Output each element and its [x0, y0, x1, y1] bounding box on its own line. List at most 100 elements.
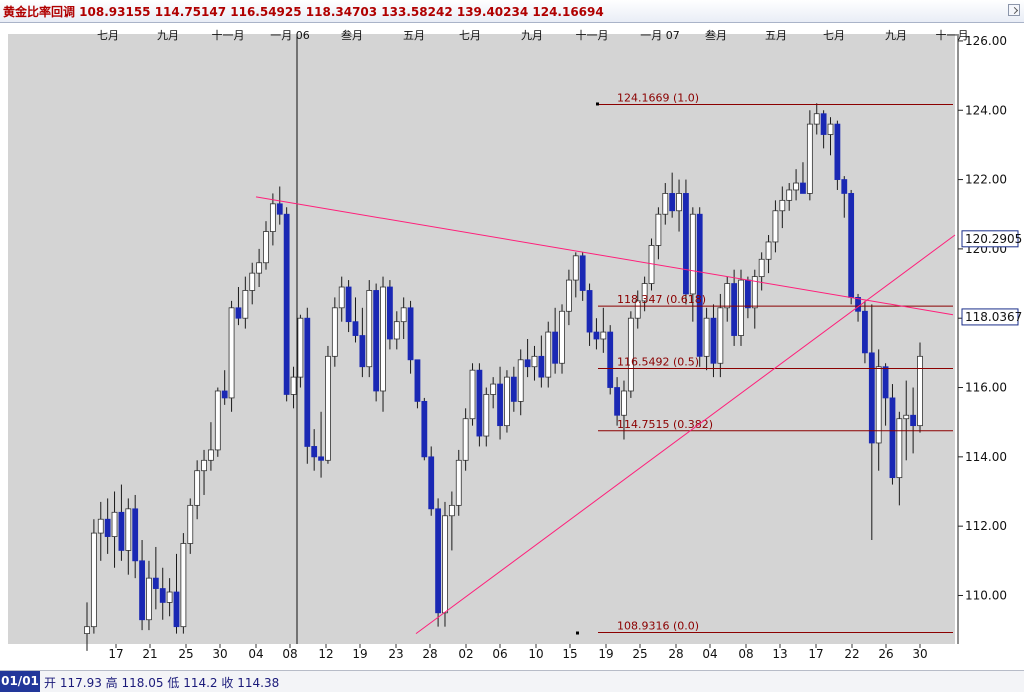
high-value: 118.05 — [121, 676, 164, 690]
x-day-label: 08 — [738, 647, 753, 661]
candle-up — [779, 199, 786, 212]
candle-down — [132, 508, 139, 562]
candle-up — [751, 276, 758, 309]
candle-up — [627, 317, 634, 392]
chart-title-bar: 黄金比率回调 108.93155 114.75147 116.54925 118… — [0, 0, 1024, 23]
x-month-label: 九月 — [157, 29, 179, 42]
candle-up — [297, 317, 304, 378]
x-day-label: 13 — [772, 647, 787, 661]
x-month-label: 叁月 — [705, 28, 727, 42]
candle-up — [724, 283, 731, 309]
candle-up — [504, 376, 510, 427]
candle-down — [387, 286, 393, 340]
x-day-label: 21 — [142, 647, 157, 661]
x-day-label: 25 — [178, 647, 193, 661]
candle-down — [352, 321, 359, 336]
value-box-label: 118.0367 — [965, 310, 1022, 324]
candle-down — [586, 290, 593, 333]
candlestick-chart[interactable]: 126.00124.00122.00120.00118.00116.00114.… — [0, 22, 1024, 670]
x-day-label: 28 — [668, 647, 683, 661]
period-tab[interactable]: 01/01 — [0, 671, 40, 692]
candle-up — [462, 418, 469, 461]
x-day-label: 30 — [212, 647, 227, 661]
x-month-label: 九月 — [521, 29, 543, 42]
candle-up — [875, 366, 882, 444]
candle-up — [483, 394, 490, 437]
candle-down — [820, 113, 827, 135]
candle-up — [194, 470, 201, 506]
candle-down — [744, 279, 751, 309]
candle-up — [572, 255, 579, 281]
candle-up — [366, 290, 373, 368]
candle-up — [455, 459, 462, 506]
x-day-label: 12 — [318, 647, 333, 661]
x-month-label: 十一月 — [576, 28, 609, 42]
candle-up — [559, 310, 565, 364]
candle-up — [703, 317, 710, 357]
candle-down — [889, 397, 896, 479]
x-month-label: 叁月 — [341, 28, 363, 42]
candle-up — [765, 241, 772, 260]
candle-down — [731, 283, 738, 336]
candle-up — [214, 390, 221, 451]
candle-down — [118, 511, 125, 551]
candle-up — [827, 123, 834, 135]
candle-down — [139, 560, 145, 621]
candle-up — [325, 355, 331, 461]
candle-up — [448, 504, 455, 517]
candle-up — [180, 543, 187, 628]
candle-down — [910, 414, 917, 427]
candle-down — [800, 182, 806, 194]
x-day-label: 02 — [458, 647, 473, 661]
fib-anchor-marker — [576, 631, 579, 635]
candle-up — [600, 331, 607, 340]
ohlc-readout: 开 117.93 高 118.05 低 114.2 收 114.38 — [44, 674, 279, 691]
x-day-label: 23 — [388, 647, 403, 661]
status-bar: 01/01 开 117.93 高 118.05 低 114.2 收 114.38 — [0, 670, 1024, 692]
low-label: 低 — [167, 676, 180, 690]
candle-up — [146, 577, 152, 621]
candle-down — [173, 591, 180, 628]
trend-line-resistance — [255, 196, 954, 316]
candle-up — [793, 182, 799, 191]
candle-up — [469, 369, 476, 420]
candle-up — [90, 532, 97, 628]
x-day-label: 15 — [562, 647, 577, 661]
candle-up — [84, 626, 90, 635]
value-box — [961, 230, 1019, 248]
x-day-label: 08 — [282, 647, 297, 661]
x-day-label: 17 — [808, 647, 823, 661]
candle-down — [710, 317, 717, 364]
candle-down — [311, 446, 318, 458]
close-value: 114.38 — [237, 676, 280, 690]
open-label: 开 — [44, 676, 57, 690]
chart-title: 黄金比率回调 108.93155 114.75147 116.54925 118… — [3, 5, 604, 19]
candle-up — [531, 355, 538, 368]
candle-up — [380, 286, 386, 392]
candle-up — [903, 414, 910, 420]
candle-up — [111, 511, 118, 537]
x-month-label: 五月 — [765, 29, 787, 42]
x-month-label: 五月 — [403, 29, 425, 42]
candle-down — [683, 193, 689, 295]
y-tick-label: 116.00 — [965, 381, 1007, 395]
fib-anchor-marker — [596, 102, 599, 106]
candle-down — [882, 366, 889, 399]
candle-down — [552, 331, 559, 364]
candle-down — [476, 369, 483, 437]
candle-up — [662, 193, 669, 215]
x-day-label: 17 — [108, 647, 123, 661]
y-tick-label: 124.00 — [965, 103, 1007, 117]
fib-level-label: 108.9316 (0.0) — [617, 620, 699, 633]
candle-up — [917, 355, 923, 427]
candle-up — [634, 300, 641, 319]
candle-up — [772, 210, 779, 243]
title-scroll-icon[interactable] — [1008, 4, 1020, 16]
candle-up — [689, 213, 696, 295]
candle-down — [435, 508, 441, 614]
candle-down — [510, 376, 517, 402]
y-tick-label: 110.00 — [965, 588, 1007, 602]
candle-up — [566, 279, 572, 312]
fib-level-label: 114.7515 (0.382) — [617, 418, 713, 431]
x-day-label: 22 — [844, 647, 859, 661]
